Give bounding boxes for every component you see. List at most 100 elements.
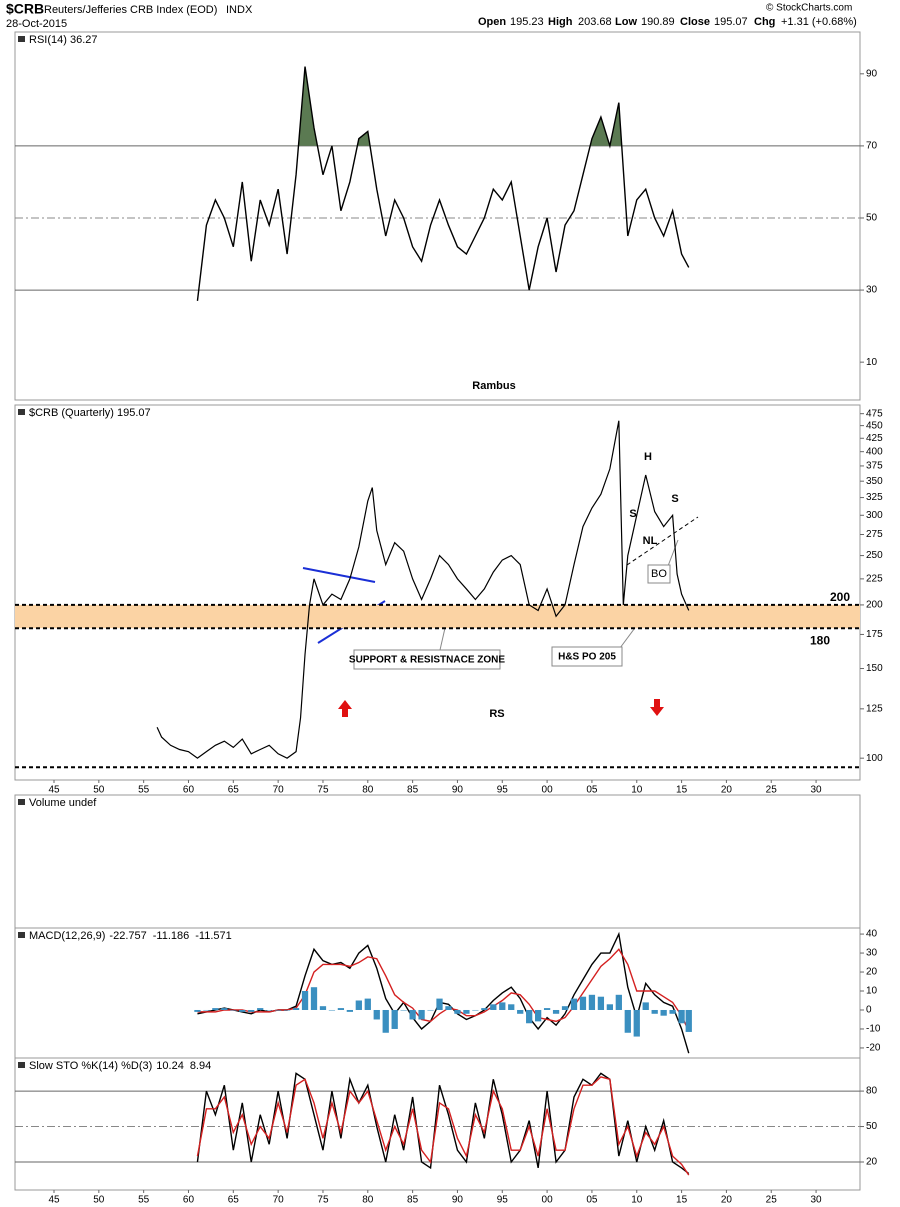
- annotation-shapes: [302, 516, 699, 717]
- histogram-bar: [642, 1002, 649, 1010]
- x-tick-label: 55: [138, 785, 150, 796]
- title-glyph: [18, 932, 25, 938]
- x-tick-label: 90: [452, 1195, 464, 1206]
- histogram-bar: [597, 996, 605, 1010]
- histogram-bar: [409, 1009, 416, 1020]
- x-tick-label: 20: [721, 785, 733, 796]
- y-tick-label: 450: [866, 420, 883, 431]
- close-label: Close: [680, 16, 710, 28]
- annotation: S: [671, 493, 678, 505]
- x-tick-label: 80: [362, 1195, 374, 1206]
- y-tick-label: 20: [866, 967, 878, 978]
- y-tick-label: -10: [866, 1024, 881, 1035]
- panel-title: $CRB (Quarterly) 195.07: [29, 407, 151, 419]
- x-tick-label: 30: [811, 785, 823, 796]
- x-tick-label: 50: [93, 785, 105, 796]
- series-value-label: -11.186: [153, 930, 190, 942]
- chg-label: Chg: [754, 16, 775, 28]
- histogram-bar: [669, 1009, 676, 1014]
- y-tick-label: 80: [866, 1086, 878, 1097]
- x-tick-label: 55: [138, 1195, 150, 1206]
- y-tick-label: -20: [866, 1043, 881, 1054]
- histogram-bar: [678, 1009, 685, 1024]
- histogram-bar: [463, 1009, 470, 1014]
- histogram-bar: [346, 1009, 353, 1012]
- panel-frame: [14, 404, 861, 781]
- histogram-bar: [400, 1009, 407, 1011]
- y-tick-label: 425: [866, 433, 883, 444]
- down-arrow: [650, 699, 664, 716]
- series-value-label: 8.94: [190, 1060, 211, 1072]
- histogram-bar: [535, 1009, 542, 1022]
- y-tick-label: 10: [866, 986, 878, 997]
- histogram-bar: [445, 1006, 452, 1010]
- histogram-bar: [382, 1009, 389, 1033]
- title-glyph: [18, 409, 25, 415]
- x-tick-label: 85: [407, 785, 419, 796]
- histogram-bar: [230, 1009, 237, 1011]
- x-tick-label: 70: [273, 1195, 285, 1206]
- x-tick-label: 00: [542, 1195, 554, 1206]
- x-tick-label: 45: [48, 1195, 60, 1206]
- x-tick-label: 60: [183, 1195, 195, 1206]
- panel-title: MACD(12,26,9): [29, 930, 105, 942]
- histogram-bar: [319, 1006, 327, 1010]
- panel-title: Volume undef: [29, 797, 97, 809]
- histogram-bar: [579, 996, 587, 1010]
- y-tick-label: 300: [866, 510, 883, 521]
- x-tick-label: 15: [676, 785, 688, 796]
- y-tick-label: 50: [866, 1121, 878, 1132]
- series-line: [156, 420, 690, 759]
- y-tick-label: 30: [866, 948, 878, 959]
- low-value: 190.89: [641, 16, 675, 28]
- triangle-upper-line: [302, 567, 376, 583]
- histogram-bar: [481, 1008, 488, 1010]
- chg-value: +1.31 (+0.68%): [781, 16, 857, 28]
- annotation: H&S PO 205: [558, 652, 616, 663]
- y-tick-label: 20: [866, 1157, 878, 1168]
- callout-box: [647, 564, 671, 584]
- histogram-bar: [194, 1009, 201, 1012]
- callout-pointer: [439, 627, 446, 651]
- histogram-bar: [543, 1008, 551, 1010]
- y-tick-label: 225: [866, 574, 883, 585]
- histogram-bar: [685, 1009, 692, 1032]
- up-arrow: [338, 700, 352, 717]
- y-tick-label: 400: [866, 446, 883, 457]
- x-tick-label: 25: [766, 1195, 778, 1206]
- open-label: Open: [478, 16, 506, 28]
- histogram-bar: [490, 1004, 497, 1010]
- title-glyph: [18, 1062, 25, 1068]
- x-tick-label: 95: [497, 785, 509, 796]
- annotation: SUPPORT & RESISTNACE ZONE: [349, 655, 505, 666]
- x-tick-label: 15: [676, 1195, 688, 1206]
- y-tick-label: 200: [866, 600, 883, 611]
- title-glyph: [18, 36, 25, 42]
- y-tick-label: 175: [866, 629, 883, 640]
- histogram-bar: [561, 1006, 569, 1010]
- close-value: 195.07: [714, 16, 748, 28]
- x-tick-label: 10: [631, 785, 643, 796]
- histogram-bar: [212, 1008, 219, 1010]
- y-tick-label: 125: [866, 703, 883, 714]
- histogram-bar: [651, 1009, 658, 1014]
- y-tick-label: 250: [866, 550, 883, 561]
- index-name: Reuters/Jefferies CRB Index (EOD): [44, 4, 217, 16]
- histogram-bar: [337, 1008, 345, 1010]
- y-tick-label: 275: [866, 529, 883, 540]
- annotation: S: [629, 508, 636, 520]
- histogram-bar: [660, 1009, 667, 1016]
- y-tick-label: 30: [866, 285, 878, 296]
- x-tick-label: 05: [586, 1195, 598, 1206]
- histogram-bar: [436, 998, 443, 1010]
- histogram-bar: [221, 1008, 228, 1010]
- histogram-bar: [472, 1009, 479, 1011]
- panel-title: RSI(14) 36.27: [29, 34, 97, 46]
- panel-title: Slow STO %K(14) %D(3): [29, 1060, 152, 1072]
- histogram-bar: [301, 991, 309, 1010]
- histogram-bar: [203, 1009, 210, 1011]
- x-tick-label: 65: [228, 785, 240, 796]
- support-zone: [15, 604, 860, 629]
- title-glyph: [18, 799, 25, 805]
- x-tick-label: 10: [631, 1195, 643, 1206]
